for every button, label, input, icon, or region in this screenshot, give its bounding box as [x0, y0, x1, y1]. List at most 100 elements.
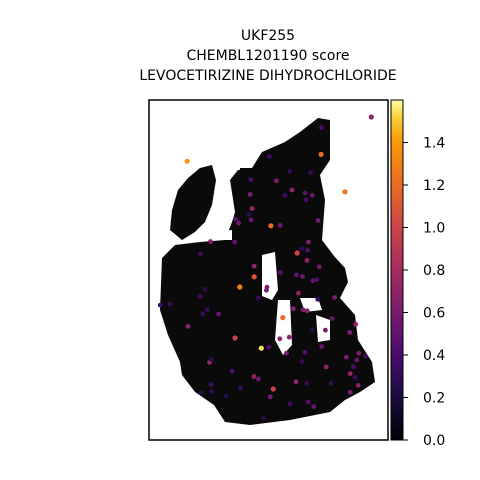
- score-spot: [323, 364, 329, 370]
- score-spot: [305, 399, 311, 405]
- score-spot: [300, 307, 306, 313]
- score-spot: [229, 368, 235, 374]
- score-spot: [246, 211, 252, 217]
- score-spot: [157, 302, 163, 308]
- score-spot: [289, 187, 295, 193]
- score-spot: [309, 192, 315, 198]
- chart-title-line-2: CHEMBL1201190 score: [186, 48, 350, 64]
- score-spot: [232, 239, 238, 245]
- score-spot: [251, 374, 257, 379]
- highlight-spot: [251, 274, 257, 280]
- score-spot: [223, 393, 229, 399]
- score-spot: [329, 316, 335, 321]
- score-spot: [319, 125, 324, 131]
- score-spot: [260, 415, 266, 421]
- score-spots: [157, 114, 374, 421]
- score-spot: [316, 264, 322, 270]
- score-spot: [236, 220, 242, 226]
- score-spot: [277, 336, 283, 342]
- score-spot: [355, 383, 361, 388]
- score-spot: [251, 263, 257, 269]
- score-spot: [299, 359, 305, 364]
- score-spot: [304, 380, 310, 386]
- score-spot: [208, 239, 213, 244]
- highlight-spot: [270, 386, 276, 392]
- score-spot: [286, 334, 292, 340]
- score-spot: [294, 272, 299, 278]
- score-spot: [347, 389, 353, 395]
- highlight-spot: [368, 114, 374, 120]
- score-spot: [353, 321, 359, 327]
- score-spot: [197, 251, 203, 257]
- score-spot: [314, 277, 320, 283]
- score-spot: [323, 327, 328, 333]
- score-spot: [256, 376, 261, 382]
- score-spot: [354, 357, 360, 363]
- score-spot: [352, 375, 358, 380]
- highlight-spot: [232, 335, 238, 341]
- highlight-spot: [294, 250, 300, 256]
- colorbar-tick-label: 0.6: [423, 306, 445, 322]
- score-spot: [248, 217, 254, 223]
- colorbar-tick-label: 0.2: [423, 391, 445, 407]
- colorbar: [390, 99, 404, 441]
- score-spot: [247, 192, 253, 197]
- score-spot: [208, 382, 214, 387]
- score-spot: [266, 344, 272, 350]
- score-spot: [300, 274, 305, 279]
- score-spot: [202, 286, 208, 292]
- highlight-spot: [268, 223, 274, 229]
- score-spot: [315, 296, 321, 302]
- score-spot: [287, 401, 293, 407]
- score-spot: [310, 278, 316, 284]
- score-spot: [290, 306, 296, 312]
- score-spot: [299, 246, 305, 252]
- score-spot: [216, 311, 222, 317]
- score-spot: [167, 301, 173, 307]
- highlight-spot: [184, 158, 190, 164]
- score-spot: [303, 197, 309, 203]
- score-spot: [350, 364, 356, 369]
- colorbar-tick-label: 0.0: [423, 433, 445, 449]
- score-spot: [347, 371, 353, 376]
- score-spot: [305, 247, 310, 253]
- score-spot: [302, 349, 308, 355]
- score-spot: [308, 170, 313, 176]
- score-spot: [328, 380, 334, 386]
- colorbar-tick-label: 0.4: [423, 348, 445, 364]
- score-spot: [311, 404, 317, 409]
- score-spot: [233, 216, 238, 222]
- score-spot: [204, 307, 210, 313]
- score-spot: [306, 239, 311, 245]
- score-spot: [284, 350, 289, 356]
- score-spot: [208, 357, 214, 362]
- highlight-spot: [237, 284, 243, 290]
- score-spot: [332, 295, 337, 300]
- score-spot: [302, 190, 308, 196]
- highlight-spot: [280, 315, 286, 321]
- score-spot: [197, 294, 203, 300]
- score-spot: [319, 344, 325, 349]
- highlight-spot: [342, 189, 348, 195]
- score-spot: [363, 353, 368, 359]
- score-spot: [356, 350, 362, 356]
- score-spot: [309, 327, 315, 332]
- score-spot: [255, 295, 261, 301]
- colorbar-tick-label: 1.2: [423, 178, 445, 194]
- score-spot: [343, 354, 349, 360]
- highlight-spot: [258, 345, 264, 351]
- score-spot: [315, 218, 321, 223]
- score-spot: [238, 385, 243, 391]
- score-spot: [264, 287, 269, 293]
- score-spot: [199, 390, 204, 396]
- score-spot: [274, 178, 279, 184]
- colorbar-tick-label: 1.0: [423, 221, 445, 237]
- chart-title-line-1: UKF255: [240, 28, 296, 44]
- score-spot: [304, 258, 310, 263]
- score-spot: [277, 223, 283, 228]
- colorbar-ticks: 0.0 0.2 0.4 0.6 0.8 1.0 1.2 1.4: [403, 136, 445, 449]
- score-spot: [248, 177, 254, 183]
- highlight-spot: [318, 151, 324, 157]
- score-spot: [304, 308, 310, 314]
